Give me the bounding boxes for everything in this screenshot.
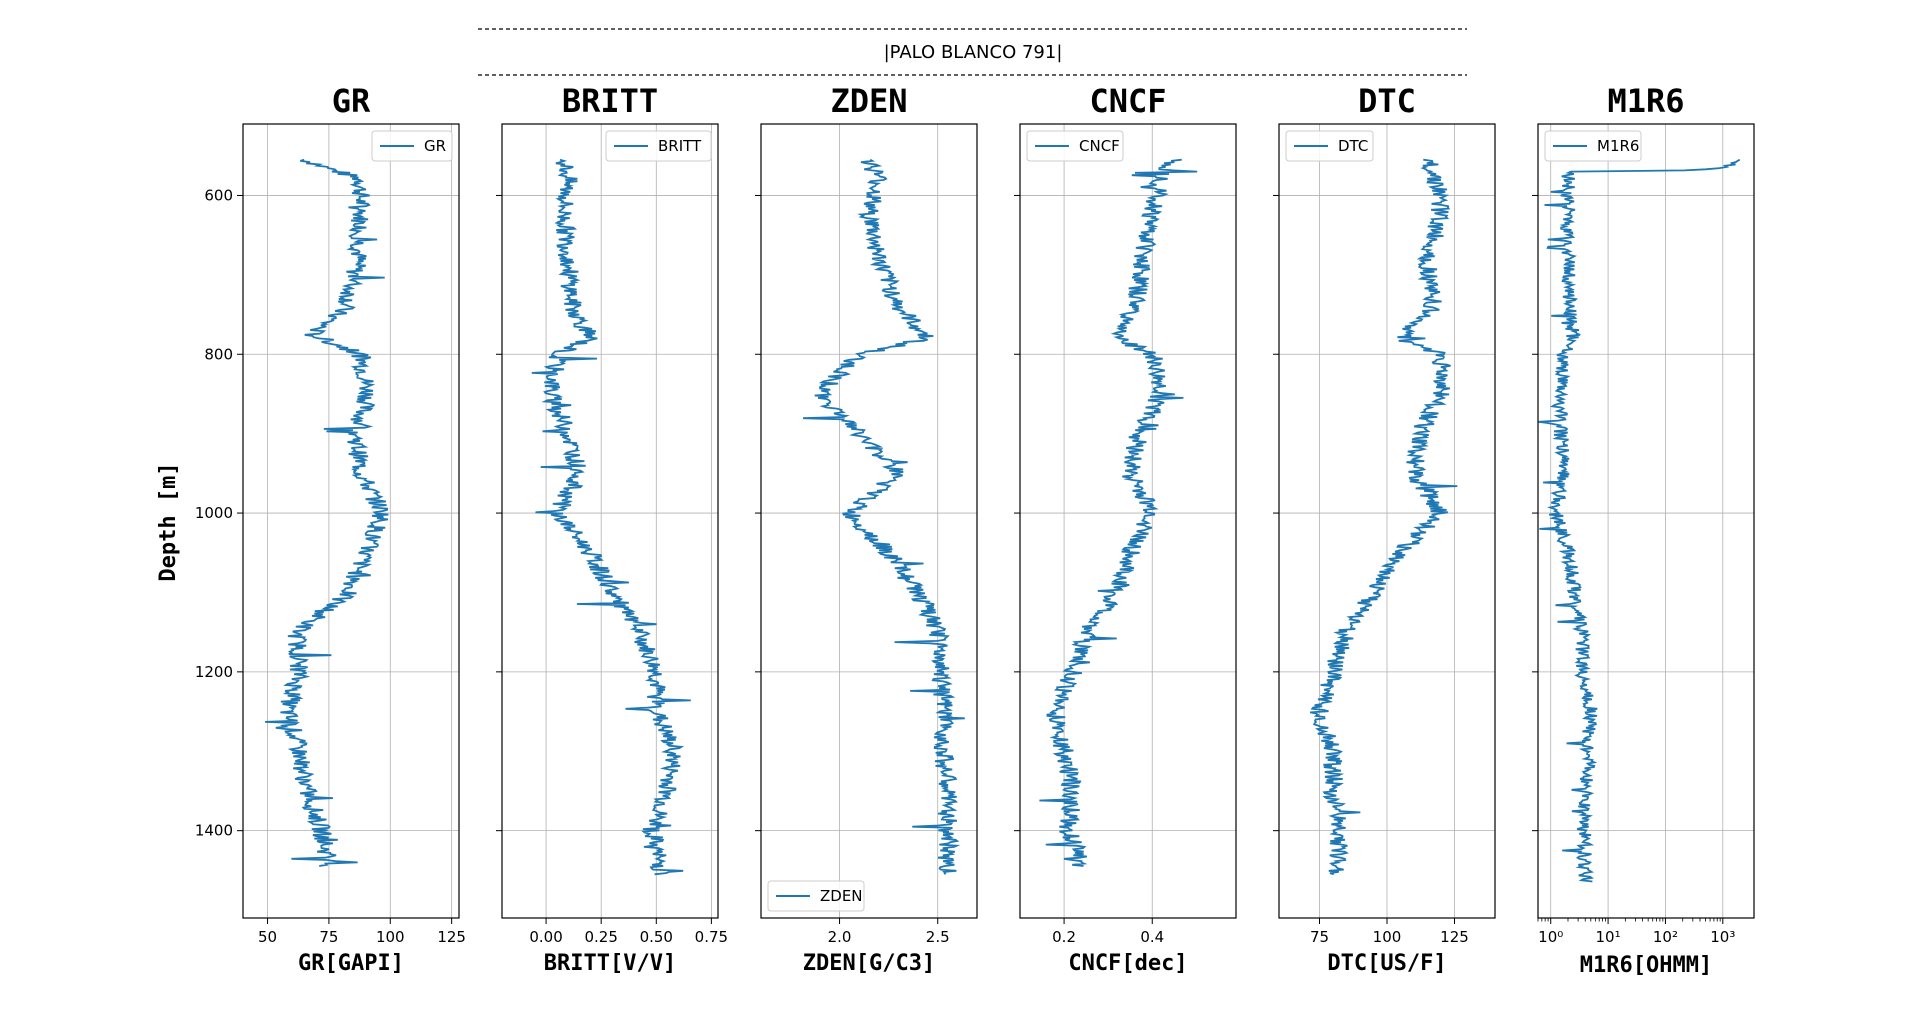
legend-label: M1R6 <box>1597 137 1639 155</box>
legend: ZDEN <box>767 880 865 912</box>
x-tick-label: 2.5 <box>926 928 950 946</box>
legend-box <box>1026 130 1124 162</box>
y-tick-label: 1200 <box>195 663 233 681</box>
x-axis-label: M1R6[OHMM] <box>1580 953 1712 978</box>
x-tick-label: 75 <box>1310 928 1329 946</box>
track-frame <box>501 123 719 919</box>
y-tick-label: 600 <box>204 186 233 204</box>
track-title: DTC <box>1358 82 1416 120</box>
track-frame <box>242 123 460 919</box>
y-tick-label: 1400 <box>195 822 233 840</box>
track-title: CNCF <box>1089 82 1166 120</box>
x-axis-label: ZDEN[G/C3] <box>803 951 935 976</box>
track-gr: 50 75 100 125 600 800 1000 1200 1400 GR GR[GAPI] GR <box>195 82 466 976</box>
legend: GR <box>371 130 453 162</box>
x-tick-label: 100 <box>376 928 405 946</box>
y-axis-label: Depth [m] <box>156 462 181 581</box>
track-m1r6: 10⁰ 10¹ 10² 10³ M1R6 M1R6[OHMM] M1R6 <box>1532 82 1755 978</box>
x-tick-label: 0.50 <box>640 928 673 946</box>
track-cncf: 0.2 0.4 CNCF CNCF[dec] CNCF <box>1014 82 1237 976</box>
legend-box <box>605 130 712 162</box>
legend-label: GR <box>424 137 446 155</box>
x-tick-label: 2.0 <box>828 928 852 946</box>
track-title: GR <box>332 82 371 120</box>
track-title: ZDEN <box>830 82 907 120</box>
y-tick-label: 1000 <box>195 504 233 522</box>
track-frame <box>1019 123 1237 919</box>
track-britt: 0.00 0.25 0.50 0.75 BRITT BRITT[V/V] BRITT <box>496 82 728 976</box>
x-tick-label: 125 <box>437 928 466 946</box>
track-frame <box>1537 123 1755 919</box>
legend-label: DTC <box>1338 137 1368 155</box>
x-tick-label: 125 <box>1440 928 1469 946</box>
track-title: M1R6 <box>1607 82 1684 120</box>
x-tick-label: 100 <box>1373 928 1402 946</box>
log-curve-cncf <box>1039 158 1198 867</box>
track-zden: 2.0 2.5 ZDEN ZDEN[G/C3] ZDEN <box>755 82 978 976</box>
track-frame <box>760 123 978 919</box>
x-tick-label: 75 <box>319 928 338 946</box>
track-dtc: 75 100 125 DTC DTC[US/F] DTC <box>1273 82 1496 976</box>
legend: M1R6 <box>1544 130 1642 162</box>
log-curve-britt <box>531 158 691 876</box>
x-axis-label: CNCF[dec] <box>1068 951 1187 976</box>
x-tick-label: 10³ <box>1710 928 1735 946</box>
legend-box <box>1285 130 1374 162</box>
legend-box <box>1544 130 1642 162</box>
x-tick-label: 0.75 <box>695 928 728 946</box>
x-tick-label: 10⁰ <box>1538 928 1563 946</box>
legend: BRITT <box>605 130 712 162</box>
log-curve-zden <box>802 158 965 875</box>
figure-title: |PALO BLANCO 791| <box>884 42 1063 63</box>
legend-box <box>767 880 865 912</box>
legend-label: BRITT <box>658 137 702 155</box>
x-tick-label: 0.2 <box>1052 928 1076 946</box>
log-curve-m1r6 <box>1538 158 1741 883</box>
x-axis-label: GR[GAPI] <box>298 951 404 976</box>
track-title: BRITT <box>562 82 658 120</box>
legend-label: ZDEN <box>820 887 863 905</box>
legend: DTC <box>1285 130 1374 162</box>
x-tick-label: 50 <box>258 928 277 946</box>
x-tick-label: 10² <box>1653 928 1678 946</box>
log-curve-dtc <box>1309 158 1458 876</box>
x-tick-label: 0.25 <box>584 928 617 946</box>
x-tick-label: 0.4 <box>1140 928 1164 946</box>
x-axis-label: DTC[US/F] <box>1327 951 1446 976</box>
y-tick-label: 800 <box>204 345 233 363</box>
x-tick-label: 10¹ <box>1596 928 1621 946</box>
x-axis-label: BRITT[V/V] <box>544 951 676 976</box>
x-tick-label: 0.00 <box>529 928 562 946</box>
legend-label: CNCF <box>1079 137 1120 155</box>
log-tracks: 50 75 100 125 600 800 1000 1200 1400 GR GR[GAPI] GR… <box>195 82 1755 978</box>
legend: CNCF <box>1026 130 1124 162</box>
log-curve-gr <box>264 158 389 867</box>
